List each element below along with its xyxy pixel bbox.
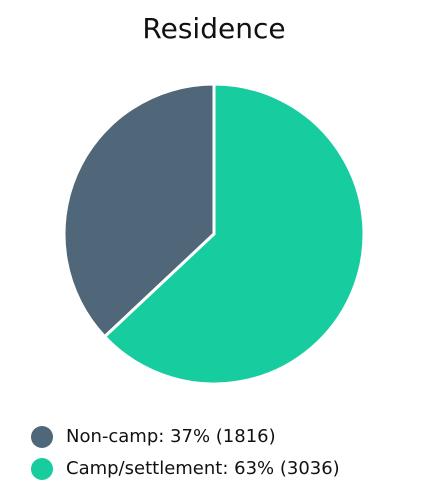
- pie-slice: [62, 82, 216, 339]
- pie-slice: [102, 82, 366, 386]
- legend-label: Non-camp: 37% (1816): [66, 426, 276, 447]
- legend-marker: [31, 458, 53, 480]
- legend-label: Camp/settlement: 63% (3036): [66, 458, 340, 479]
- legend-marker: [31, 426, 53, 448]
- chart-title: Residence: [142, 12, 285, 45]
